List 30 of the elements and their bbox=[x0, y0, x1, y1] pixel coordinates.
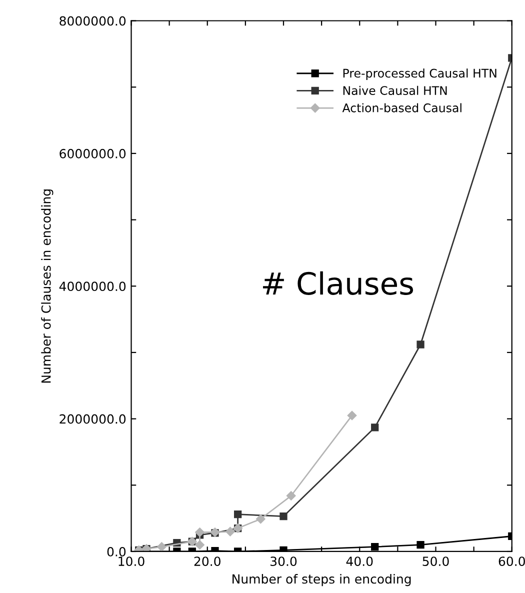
point bbox=[347, 410, 357, 420]
point bbox=[256, 514, 266, 524]
point bbox=[416, 340, 424, 348]
point bbox=[286, 491, 296, 500]
point bbox=[416, 541, 424, 549]
y-tick-label: 8000000.0 bbox=[60, 16, 126, 26]
x-tick-label: 40.0 bbox=[346, 556, 373, 566]
point bbox=[280, 512, 288, 520]
point bbox=[226, 526, 235, 536]
point bbox=[195, 540, 204, 550]
y-axis-title: Number of Clauses in encoding bbox=[41, 190, 54, 383]
x-tick-label: 50.0 bbox=[422, 556, 449, 566]
point bbox=[371, 424, 379, 432]
point bbox=[195, 528, 204, 537]
y-tick-label: 6000000.0 bbox=[60, 148, 126, 158]
x-tick-label: 10.0 bbox=[118, 556, 144, 566]
point bbox=[234, 510, 242, 518]
x-tick-label: 60.0 bbox=[498, 556, 525, 566]
x-tick-label: 30.0 bbox=[270, 556, 297, 566]
x-axis-title: Number of steps in encoding bbox=[232, 574, 411, 586]
point bbox=[371, 543, 379, 551]
annotation: # Clauses bbox=[263, 271, 414, 295]
y-tick-label: 4000000.0 bbox=[59, 282, 126, 292]
legend-label: Naive Causal HTN bbox=[343, 86, 447, 95]
legend-label: Pre-processed Causal HTN bbox=[343, 68, 496, 80]
x-tick-label: 20.0 bbox=[194, 556, 220, 566]
y-tick-label: 2000000.0 bbox=[60, 414, 126, 424]
point bbox=[157, 542, 166, 552]
y-tick-label: 0.0 bbox=[107, 546, 126, 556]
legend-label: Action-based Causal bbox=[342, 103, 462, 112]
